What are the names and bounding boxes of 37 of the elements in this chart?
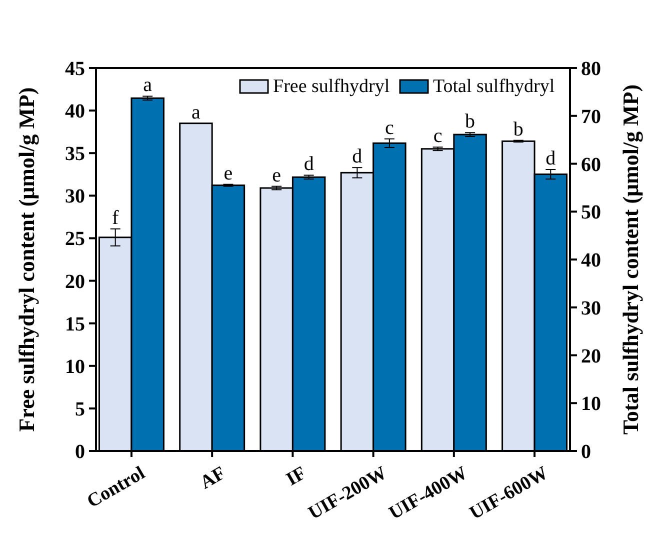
y2-tick-label: 60 bbox=[581, 154, 601, 176]
legend-label: Total sulfhydryl bbox=[433, 76, 555, 97]
data-label: c bbox=[384, 116, 394, 139]
data-label: d bbox=[304, 153, 314, 176]
y-tick-label: 25 bbox=[65, 228, 85, 250]
y2-tick-label: 50 bbox=[581, 202, 601, 224]
data-label: d bbox=[546, 147, 556, 170]
data-label: c bbox=[433, 125, 442, 148]
y-tick-label: 10 bbox=[65, 356, 85, 378]
y2-tick-label: 20 bbox=[581, 345, 601, 368]
x-tick-label: AF bbox=[196, 462, 230, 494]
y-axis-title: Free sulfhydryl content (μmol/g MP) bbox=[14, 87, 39, 432]
data-label: f bbox=[112, 206, 120, 229]
legend-label: Free sulfhydryl bbox=[273, 76, 390, 97]
y2-tick-label: 0 bbox=[581, 441, 591, 463]
y-tick-label: 30 bbox=[65, 186, 85, 208]
y-tick-label: 5 bbox=[75, 398, 85, 420]
y2-tick-label: 40 bbox=[581, 250, 601, 272]
data-label: a bbox=[192, 101, 201, 124]
y-tick-label: 35 bbox=[65, 143, 85, 166]
data-label: a bbox=[143, 74, 152, 96]
y2-tick-label: 10 bbox=[581, 393, 601, 416]
data-label: b bbox=[465, 110, 476, 133]
data-label: e bbox=[224, 162, 233, 184]
y-tick-label: 45 bbox=[65, 58, 85, 80]
y-tick-label: 20 bbox=[65, 270, 85, 293]
y2-axis-title: Total sulfhydryl content (μmol/g MP) bbox=[618, 84, 643, 435]
y2-tick-label: 30 bbox=[581, 297, 601, 320]
y-tick-label: 0 bbox=[75, 441, 85, 463]
y-tick-label: 15 bbox=[65, 313, 85, 336]
data-label: b bbox=[513, 118, 524, 140]
data-label: e bbox=[272, 164, 282, 186]
y2-tick-label: 80 bbox=[581, 58, 601, 80]
y2-tick-label: 70 bbox=[581, 106, 601, 128]
y-tick-label: 40 bbox=[65, 100, 85, 123]
data-label: d bbox=[352, 146, 362, 168]
x-tick-label: IF bbox=[282, 462, 310, 490]
